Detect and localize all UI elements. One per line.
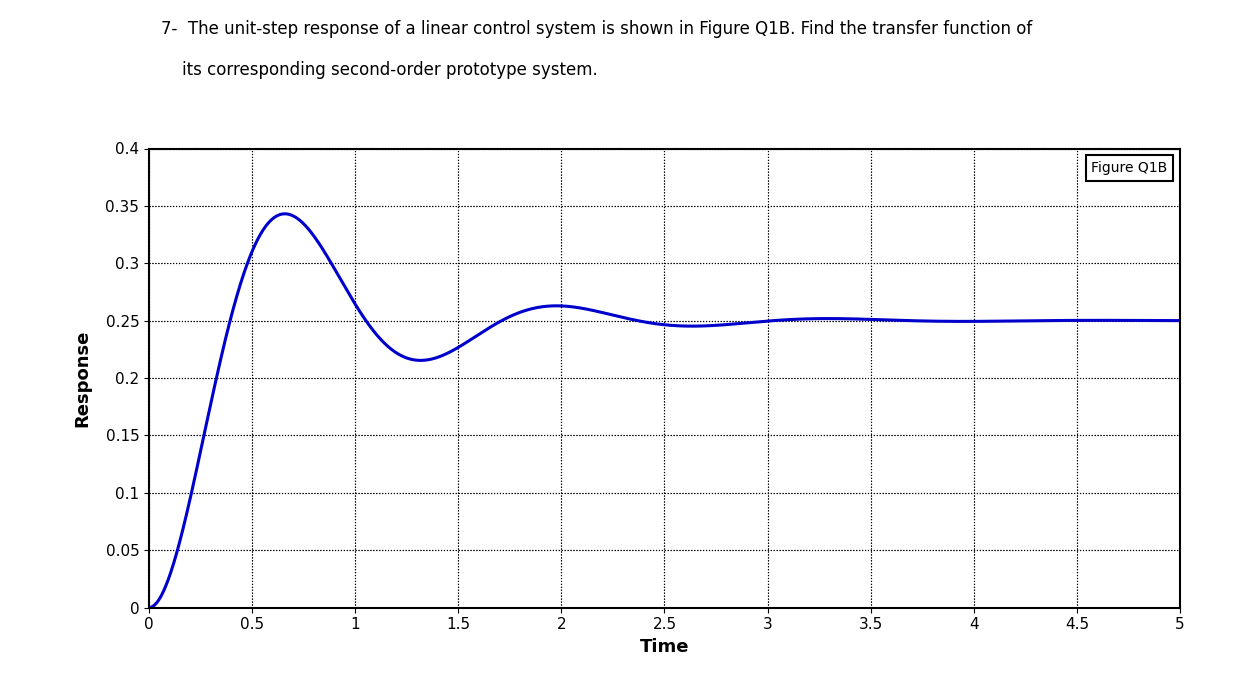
Legend: Figure Q1B: Figure Q1B bbox=[1086, 155, 1172, 180]
Text: its corresponding second-order prototype system.: its corresponding second-order prototype… bbox=[161, 61, 599, 79]
Text: 7-  The unit-step response of a linear control system is shown in Figure Q1B. Fi: 7- The unit-step response of a linear co… bbox=[161, 20, 1032, 38]
Y-axis label: Response: Response bbox=[73, 329, 92, 427]
X-axis label: Time: Time bbox=[640, 638, 689, 656]
